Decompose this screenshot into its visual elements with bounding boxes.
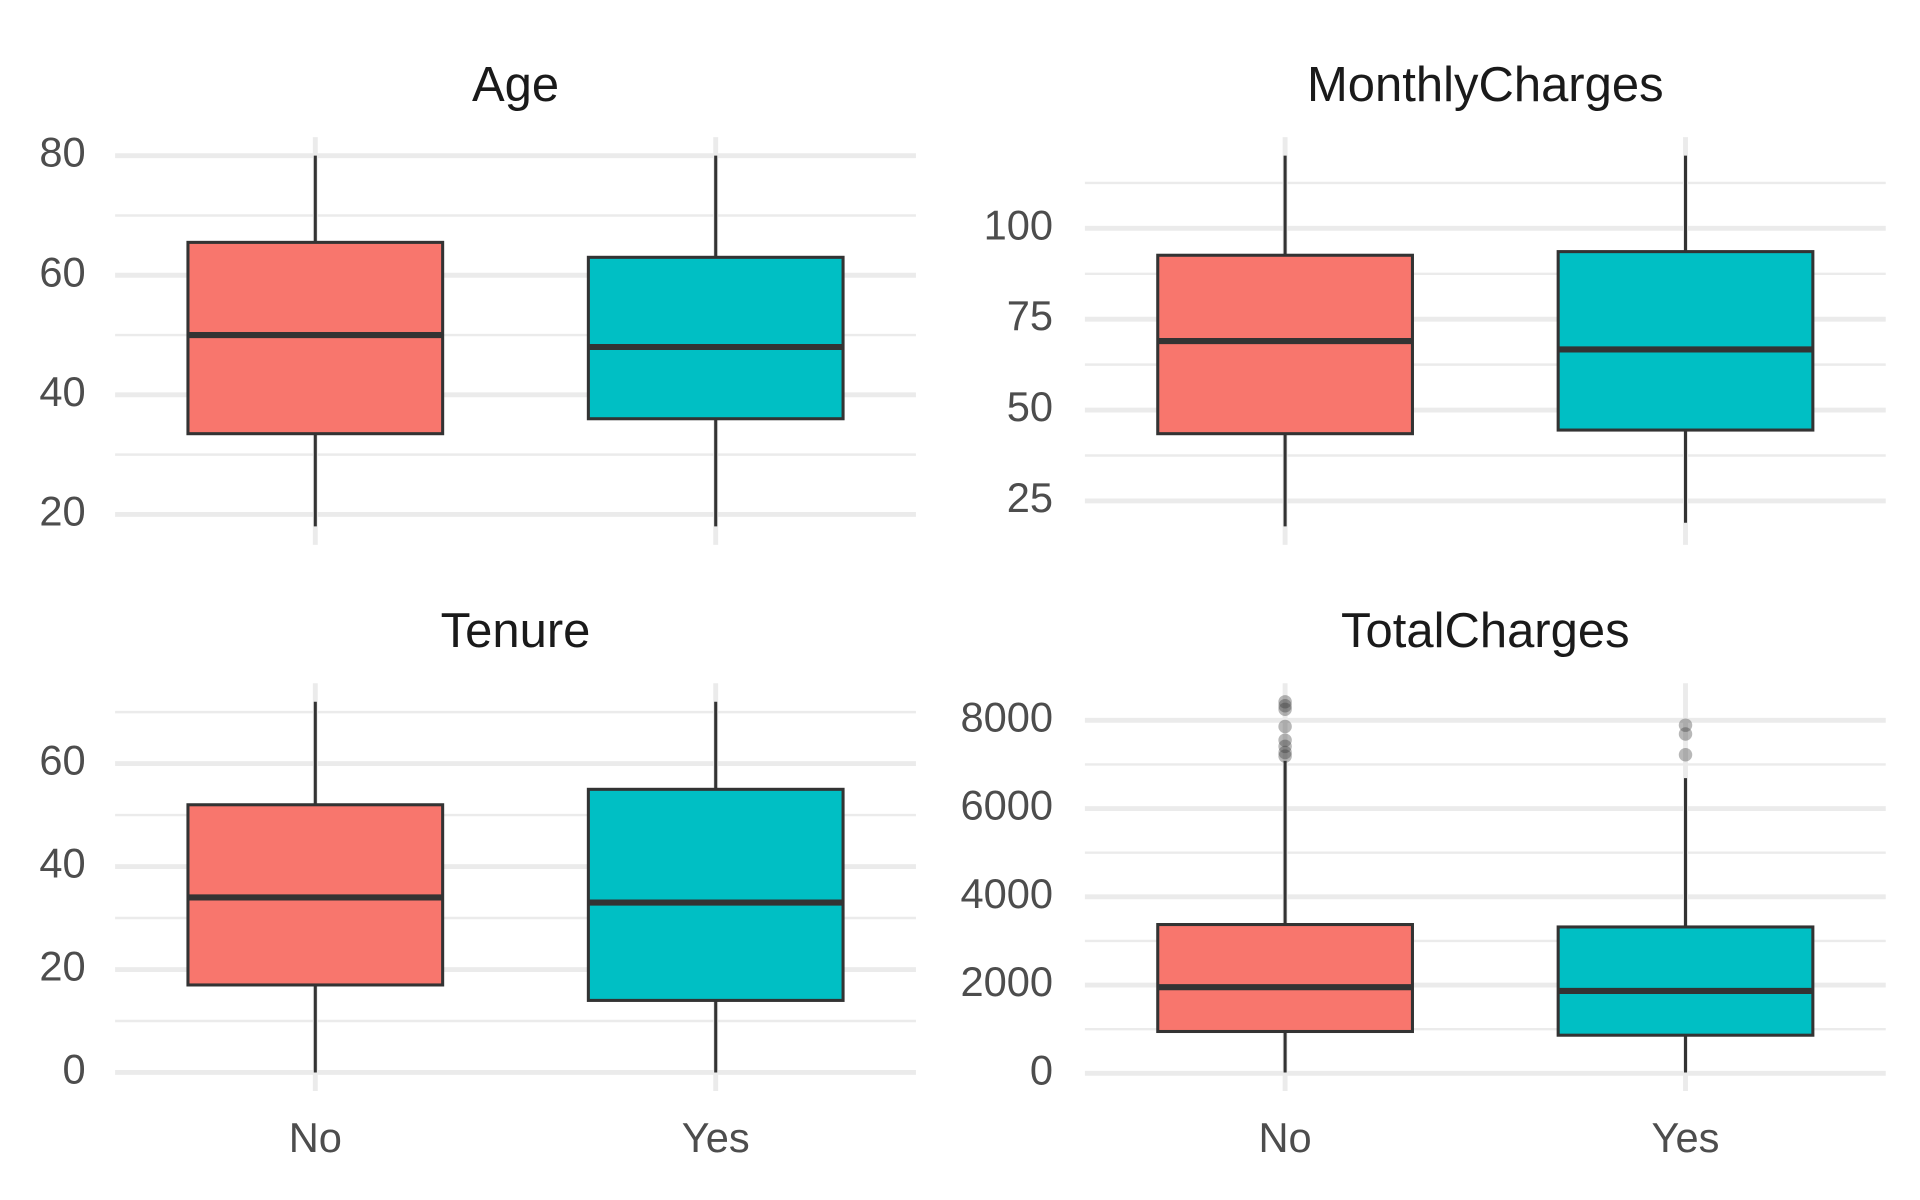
box [1156, 923, 1414, 1034]
box [586, 255, 845, 421]
outlier [1278, 745, 1292, 760]
outlier [1278, 702, 1292, 717]
outlier [1278, 733, 1292, 747]
y-tick-label: 8000 [960, 693, 1053, 740]
outlier [1278, 719, 1292, 734]
panel-title: MonthlyCharges [1307, 58, 1664, 112]
box [586, 787, 845, 1002]
outlier [1278, 695, 1292, 709]
y-tick-label: 2000 [960, 958, 1053, 1005]
box [1556, 250, 1815, 432]
y-tick-label: 20 [39, 487, 85, 534]
y-tick-label: 25 [1007, 474, 1053, 521]
x-tick-label: Yes [1652, 1114, 1720, 1161]
panel-title: TotalCharges [1341, 604, 1630, 658]
x-tick-label: No [289, 1114, 342, 1161]
outlier [1678, 727, 1693, 741]
outlier [1278, 699, 1292, 713]
y-tick-label: 60 [39, 248, 85, 295]
x-tick-label: No [1258, 1114, 1311, 1161]
y-tick-label: 6000 [960, 782, 1053, 829]
y-tick-label: 50 [1007, 383, 1053, 430]
outlier [1278, 749, 1292, 763]
y-tick-label: 40 [39, 368, 85, 415]
outlier [1678, 718, 1693, 732]
outlier [1678, 748, 1693, 762]
box [1556, 925, 1815, 1037]
y-tick-label: 4000 [960, 870, 1053, 917]
outlier [1278, 739, 1292, 754]
y-tick-label: 40 [39, 840, 85, 887]
y-tick-label: 60 [39, 737, 85, 784]
x-tick-label: Yes [682, 1114, 750, 1161]
y-tick-label: 80 [39, 129, 85, 176]
y-tick-label: 20 [39, 943, 85, 990]
panel-title: Age [472, 58, 559, 112]
box [1156, 253, 1414, 436]
y-tick-label: 0 [1030, 1046, 1053, 1093]
y-tick-label: 75 [1007, 292, 1053, 339]
panel-title: Tenure [441, 604, 591, 658]
y-tick-label: 100 [984, 201, 1053, 248]
y-tick-label: 0 [63, 1045, 86, 1092]
